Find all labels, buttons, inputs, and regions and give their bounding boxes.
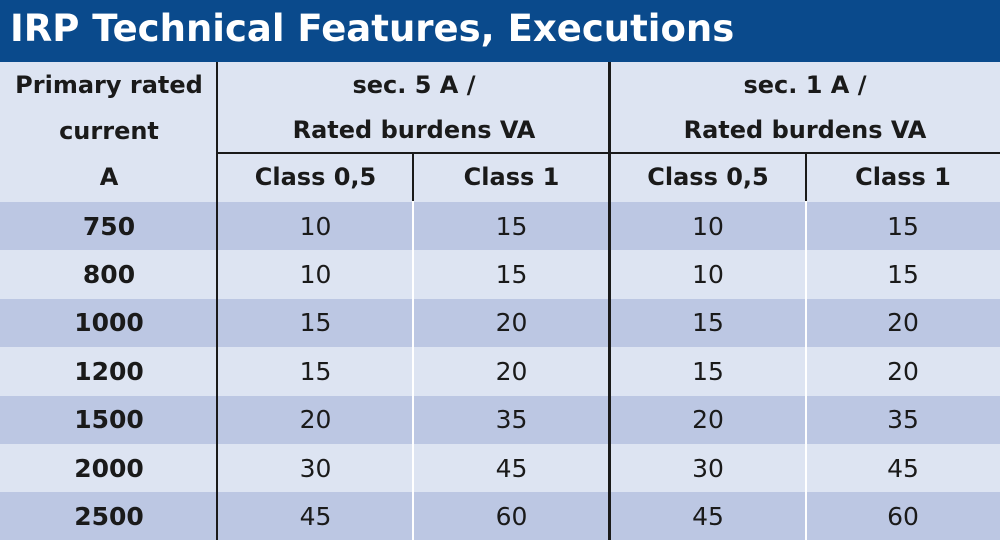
cell-sec1-class-05: 30 <box>692 453 724 483</box>
cell-sec1-class-05: 15 <box>692 356 724 386</box>
cell-sec1-class-05: 45 <box>692 502 724 532</box>
header-sec5-class-05: Class 0,5 <box>254 163 377 191</box>
cell-sec5-class-1: 20 <box>495 308 528 338</box>
table-row <box>0 202 1000 251</box>
header-sec1-class-1: Class 1 <box>855 163 951 191</box>
cell-primary-current: 1500 <box>74 405 144 435</box>
header-group-sec5-line1: sec. 5 A / <box>352 71 476 99</box>
column-divider-sec5-header <box>412 153 414 201</box>
header-group-sec1-line1: sec. 1 A / <box>743 71 867 99</box>
column-divider-sec1-header <box>805 153 807 201</box>
cell-sec5-class-05: 15 <box>299 308 332 338</box>
cell-sec5-class-05: 15 <box>299 356 332 386</box>
cell-sec5-class-1: 20 <box>495 356 528 386</box>
cell-sec5-class-05: 30 <box>299 453 332 483</box>
cell-sec5-class-1: 60 <box>495 502 528 532</box>
features-table: Primary rated current A sec. 5 A / Rated… <box>0 62 1000 540</box>
header-primary-line3: A <box>99 163 119 191</box>
header-sec5-class-1: Class 1 <box>463 163 560 191</box>
table-header-background <box>0 62 1000 202</box>
cell-sec5-class-1: 45 <box>495 453 528 483</box>
header-sec1-class-05: Class 0,5 <box>647 163 769 191</box>
table-row <box>0 347 1000 397</box>
cell-sec5-class-05: 45 <box>299 502 332 532</box>
table-row <box>0 395 1000 445</box>
cell-sec5-class-1: 15 <box>495 211 528 241</box>
table-row <box>0 298 1000 348</box>
title-bar: IRP Technical Features, Executions <box>0 0 1000 62</box>
cell-sec5-class-05: 10 <box>299 211 332 241</box>
header-primary-line2: current <box>59 117 159 145</box>
cell-primary-current: 2500 <box>74 502 144 532</box>
cell-primary-current: 800 <box>82 260 136 290</box>
page-title: IRP Technical Features, Executions <box>10 7 735 50</box>
cell-sec1-class-1: 15 <box>887 260 919 290</box>
cell-sec1-class-1: 20 <box>887 356 919 386</box>
table-row <box>0 250 1000 300</box>
column-divider-primary <box>216 62 218 540</box>
cell-primary-current: 1200 <box>74 356 144 386</box>
cell-sec5-class-1: 15 <box>495 260 528 290</box>
cell-sec5-class-1: 35 <box>495 405 528 435</box>
cell-sec1-class-05: 20 <box>692 405 724 435</box>
cell-sec1-class-1: 15 <box>887 211 919 241</box>
cell-sec1-class-1: 60 <box>887 502 919 532</box>
header-primary-line1: Primary rated <box>15 71 203 99</box>
table-row <box>0 444 1000 493</box>
cell-sec1-class-05: 10 <box>692 260 724 290</box>
header-group-sec1-line2: Rated burdens VA <box>683 116 927 144</box>
cell-sec1-class-05: 15 <box>692 308 724 338</box>
column-divider-groups <box>608 62 611 540</box>
column-divider-sec5 <box>412 201 414 540</box>
cell-primary-current: 1000 <box>74 308 144 338</box>
cell-sec5-class-05: 20 <box>299 405 332 435</box>
cell-sec5-class-05: 10 <box>299 260 332 290</box>
cell-sec1-class-1: 35 <box>887 405 919 435</box>
cell-primary-current: 750 <box>82 211 136 241</box>
cell-sec1-class-05: 10 <box>692 211 724 241</box>
cell-sec1-class-1: 45 <box>887 453 919 483</box>
table-row <box>0 492 1000 540</box>
header-group-sec5-line2: Rated burdens VA <box>292 116 536 144</box>
cell-sec1-class-1: 20 <box>887 308 919 338</box>
column-divider-sec1 <box>805 201 807 540</box>
cell-primary-current: 2000 <box>74 453 144 483</box>
